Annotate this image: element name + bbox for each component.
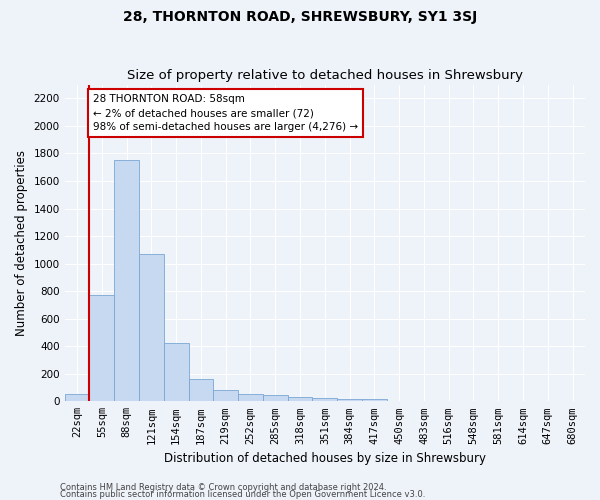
Bar (313, 398, 337, 402)
Bar (238, 394, 263, 402)
Bar (287, 397, 313, 402)
Bar (139, 254, 164, 402)
Bar (214, 390, 238, 402)
Bar (164, 344, 188, 402)
Text: 28 THORNTON ROAD: 58sqm
← 2% of detached houses are smaller (72)
98% of semi-det: 28 THORNTON ROAD: 58sqm ← 2% of detached… (93, 94, 358, 132)
Bar (188, 380, 214, 402)
Bar (362, 398, 387, 402)
Text: Contains HM Land Registry data © Crown copyright and database right 2024.: Contains HM Land Registry data © Crown c… (60, 484, 386, 492)
Bar (89, 296, 114, 402)
Bar (263, 395, 287, 402)
Text: Contains public sector information licensed under the Open Government Licence v3: Contains public sector information licen… (60, 490, 425, 499)
Bar (337, 399, 362, 402)
X-axis label: Distribution of detached houses by size in Shrewsbury: Distribution of detached houses by size … (164, 452, 486, 465)
Bar (65, 394, 89, 402)
Bar (114, 160, 139, 402)
Y-axis label: Number of detached properties: Number of detached properties (15, 150, 28, 336)
Title: Size of property relative to detached houses in Shrewsbury: Size of property relative to detached ho… (127, 69, 523, 82)
Text: 28, THORNTON ROAD, SHREWSBURY, SY1 3SJ: 28, THORNTON ROAD, SHREWSBURY, SY1 3SJ (123, 10, 477, 24)
